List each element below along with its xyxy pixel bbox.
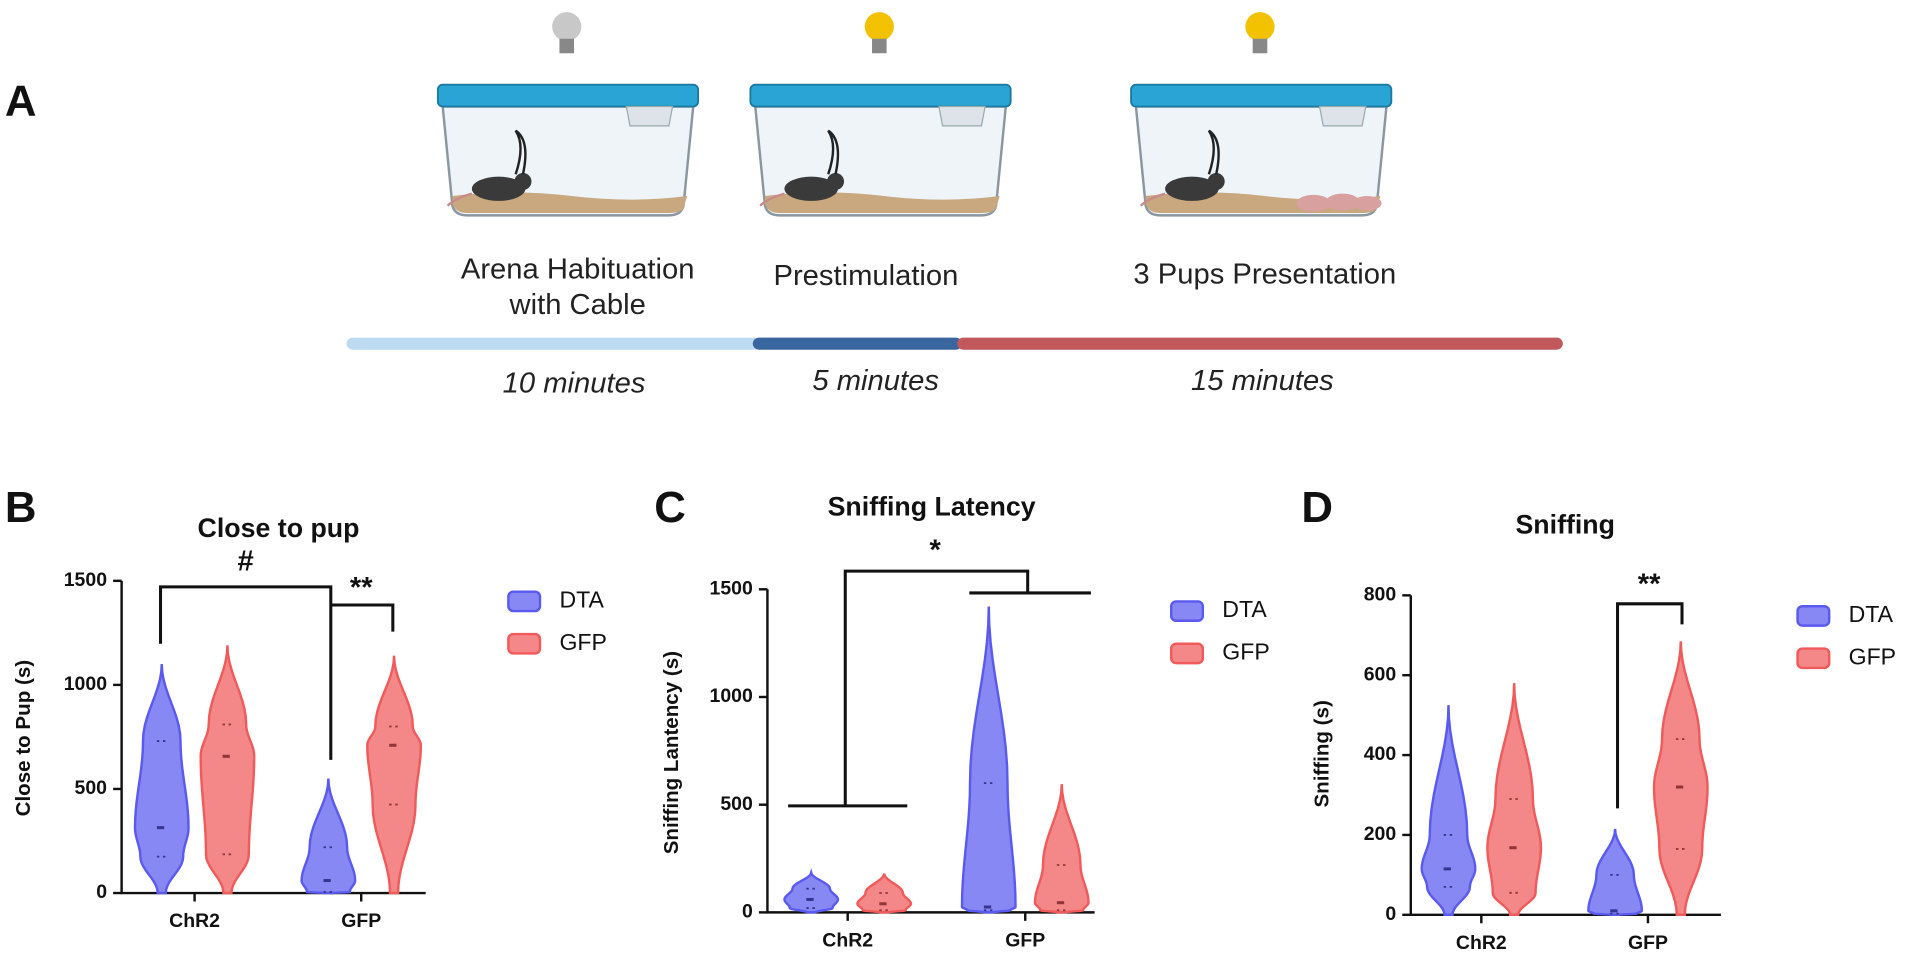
significance-marker: # [238, 545, 254, 577]
x-tick-label: GFP [341, 910, 381, 932]
x-tick-label: ChR2 [1456, 932, 1507, 954]
violin [133, 664, 190, 895]
legend-label: DTA [559, 587, 604, 613]
y-tick-label: 200 [1364, 823, 1396, 845]
y-tick-label: 400 [1364, 743, 1396, 765]
panel-label: C [654, 483, 686, 532]
y-tick-label: 1000 [710, 685, 753, 707]
y-tick-label: 1500 [64, 569, 107, 591]
legend-swatch [1796, 605, 1831, 627]
violin [1033, 784, 1090, 914]
duration: 15 minutes [1191, 365, 1334, 397]
significance-bracket [788, 569, 1091, 808]
y-tick-label: 500 [720, 793, 752, 815]
stage-label: Arena Habituation [461, 254, 695, 286]
significance-bracket [159, 585, 395, 760]
legend-swatch [507, 632, 542, 655]
legend-label: GFP [559, 629, 606, 655]
significance-marker: * [930, 535, 942, 567]
violin [1486, 683, 1543, 917]
legend-label: GFP [1849, 643, 1896, 669]
legend-swatch [507, 590, 542, 613]
y-tick-label: 500 [75, 777, 107, 799]
violin [366, 655, 423, 895]
arena [436, 83, 700, 217]
panel-label: B [5, 483, 37, 532]
significance-marker: ** [1638, 568, 1661, 600]
significance-marker: ** [350, 572, 373, 604]
significance-bracket [1616, 602, 1684, 809]
arena [1129, 83, 1393, 217]
y-tick-label: 1500 [710, 577, 753, 599]
legend-swatch [1796, 647, 1831, 670]
violin [783, 868, 840, 914]
y-axis-label: Sniffing (s) [1311, 700, 1334, 807]
x-tick-label: ChR2 [822, 930, 873, 952]
bulb [1245, 12, 1275, 54]
panel-label: A [5, 77, 37, 126]
duration: 5 minutes [812, 365, 939, 397]
y-tick-label: 0 [96, 881, 107, 903]
x-tick-label: GFP [1628, 932, 1668, 954]
stage-label: with Cable [509, 289, 646, 321]
y-tick-label: 0 [1385, 903, 1396, 925]
violin [960, 606, 1017, 914]
bulb [864, 12, 894, 54]
stage-label: Prestimulation [773, 260, 958, 292]
x-tick-label: ChR2 [169, 910, 220, 932]
chart-title: Sniffing [1515, 509, 1615, 539]
y-tick-label: 600 [1364, 663, 1396, 685]
panel-label: D [1301, 483, 1333, 532]
y-axis-label: Close to Pup (s) [12, 660, 35, 816]
y-tick-label: 1000 [64, 673, 107, 695]
chart-title: Close to pup [198, 513, 360, 543]
violin [199, 645, 256, 895]
duration: 10 minutes [503, 368, 646, 400]
y-axis-label: Sniffing Lantency (s) [660, 651, 683, 854]
bulb [552, 12, 582, 54]
legend-swatch [1169, 642, 1205, 665]
stage-label: 3 Pups Presentation [1133, 259, 1396, 291]
legend-label: DTA [1222, 596, 1267, 622]
chart-title: Sniffing Latency [828, 491, 1036, 521]
legend-label: GFP [1222, 639, 1269, 665]
legend-swatch [1169, 600, 1205, 622]
violin [1652, 641, 1709, 917]
x-tick-label: GFP [1005, 930, 1045, 952]
violin [1587, 828, 1644, 917]
y-tick-label: 0 [742, 901, 753, 923]
violin [1420, 705, 1477, 917]
y-tick-label: 800 [1364, 584, 1396, 606]
legend-label: DTA [1849, 601, 1894, 627]
arena [749, 83, 1012, 217]
violin [300, 778, 357, 895]
violin [856, 873, 913, 914]
